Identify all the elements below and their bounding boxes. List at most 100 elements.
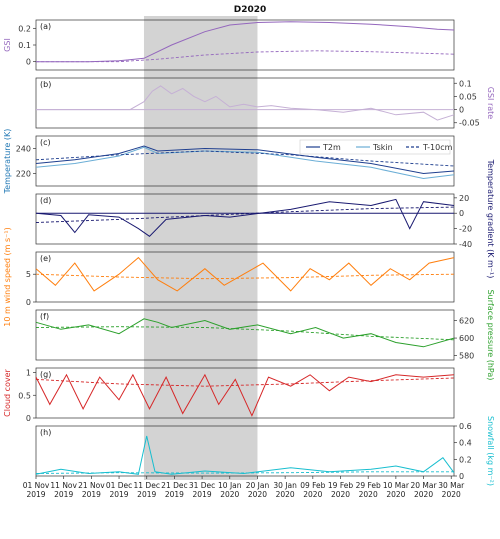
- x-tick-label-date: 30 Mar: [438, 481, 465, 490]
- x-tick-label-date: 11 Nov: [50, 481, 77, 490]
- panel-label: (c): [40, 138, 51, 147]
- series-line-dashed-1: [35, 326, 455, 341]
- x-tick-label-date: 01 Nov: [23, 481, 50, 490]
- x-tick-label-date: 21 Dec: [161, 481, 187, 490]
- y-tick-label: 0: [459, 472, 464, 481]
- series-line-solid-0: [35, 373, 455, 417]
- series-line-dashed-1: [36, 50, 455, 63]
- x-tick-label-year: 2020: [359, 490, 378, 499]
- x-tick-label-year: 2019: [26, 490, 45, 499]
- panel-g: (g) 0 0.5 1 Cloud cover: [3, 367, 455, 423]
- series-line-t-10cm: [35, 150, 455, 167]
- series-line-dashed-1: [35, 471, 454, 474]
- figure-title: D2020: [234, 5, 267, 15]
- x-tick-label-date: 09 Feb: [300, 481, 325, 490]
- panel-label: (a): [40, 22, 51, 31]
- panel-label: (d): [40, 196, 51, 205]
- y-axis-label: Temperature gradient (K m⁻¹): [486, 159, 495, 279]
- y-tick-label: 0.4: [459, 439, 472, 448]
- panel-frame: [35, 309, 455, 361]
- panel-label: (f): [40, 312, 49, 321]
- x-tick-label-date: 11 Dec: [134, 481, 160, 490]
- series-line-solid-0: [35, 198, 455, 237]
- x-tick-label-year: 2020: [331, 490, 350, 499]
- panel-frame: [35, 135, 455, 187]
- y-tick-label: 0.6: [459, 422, 472, 431]
- legend-label: T2m: [322, 143, 341, 152]
- x-tick-label-year: 2020: [276, 490, 295, 499]
- panel-e: (e) 0 5 10 m wind speed (m s⁻¹): [3, 227, 455, 327]
- y-tick-label: 580: [459, 352, 474, 361]
- y-tick-label: 600: [459, 334, 474, 343]
- series-line-solid-0: [36, 85, 455, 121]
- panel-b: (b) -0.05 0 0.05 0.1 GSI rate: [35, 77, 495, 129]
- y-axis-label: 10 m wind speed (m s⁻¹): [3, 227, 12, 326]
- y-tick-label: -40: [459, 240, 472, 249]
- y-tick-label: 1: [26, 369, 31, 378]
- x-tick-label-date: 31 Dec: [189, 481, 215, 490]
- legend: T2m Tskin T-10cm: [299, 139, 453, 155]
- y-tick-label: 620: [459, 317, 474, 326]
- legend-label: Tskin: [372, 143, 393, 152]
- panel-h: (h) 0 0.2 0.4 0.6 Snowfall (kg m⁻²): [35, 416, 495, 486]
- x-tick-label-date: 30 Jan: [273, 481, 297, 490]
- y-tick-label: 0: [26, 298, 31, 307]
- y-tick-label: -20: [459, 225, 472, 234]
- y-tick-label: 0.1: [459, 79, 472, 88]
- panel-f: (f) 580 600 620 Surface pressure (hPa): [35, 290, 495, 381]
- x-tick-label-date: 10 Jan: [218, 481, 242, 490]
- x-tick-label-date: 29 Feb: [356, 481, 381, 490]
- panel-label: (g): [40, 370, 51, 379]
- y-tick-label: 20: [459, 194, 469, 203]
- x-tick-label-year: 2020: [386, 490, 405, 499]
- series-line-t2m: [35, 145, 455, 175]
- y-tick-label: 0.5: [18, 391, 31, 400]
- x-tick-label-date: 01 Dec: [106, 481, 132, 490]
- y-axis-label: Surface pressure (hPa): [486, 290, 495, 381]
- x-tick-label-year: 2019: [109, 490, 128, 499]
- y-tick-label: 240: [16, 145, 31, 154]
- panel-label: (e): [40, 254, 51, 263]
- panels-layer: (a) 0 0.1 0.2 GSI (b) -0.05 0 0.05 0.1 GSI rate (c)…: [3, 19, 495, 486]
- y-tick-label: 0: [26, 58, 31, 67]
- y-axis-label: Cloud cover: [3, 368, 12, 416]
- y-tick-label: 0: [26, 414, 31, 423]
- x-tick-label-year: 2019: [193, 490, 212, 499]
- x-tick-label-date: 21 Nov: [78, 481, 105, 490]
- x-tick-label-year: 2020: [248, 490, 267, 499]
- series-line-dashed-1: [35, 377, 455, 387]
- x-tick-label-year: 2019: [165, 490, 184, 499]
- panel-label: (b): [40, 80, 51, 89]
- series-line-solid-0: [35, 256, 455, 292]
- panel-frame: [35, 425, 455, 477]
- y-tick-label: 220: [16, 170, 31, 179]
- y-axis-label: GSI: [3, 38, 12, 52]
- panel-c: (c) 220 240 Temperature (K) T2m Tskin T-10cm: [3, 129, 455, 195]
- y-axis-label: GSI rate: [486, 87, 495, 120]
- x-tick-label-date: 20 Jan: [246, 481, 270, 490]
- shaded-period: [143, 16, 258, 480]
- panel-a: (a) 0 0.1 0.2 GSI: [3, 19, 455, 71]
- x-tick-label-date: 10 Mar: [383, 481, 410, 490]
- y-tick-label: 0: [459, 106, 464, 115]
- x-tick-label-year: 2020: [303, 490, 322, 499]
- y-tick-label: 0.1: [18, 41, 31, 50]
- legend-label: T-10cm: [422, 143, 453, 152]
- y-tick-label: 5: [26, 270, 31, 279]
- x-tick-label-date: 19 Feb: [328, 481, 353, 490]
- series-line-solid-0: [36, 21, 455, 63]
- x-tick-label-year: 2020: [414, 490, 433, 499]
- panel-label: (h): [40, 428, 51, 437]
- x-tick-label-year: 2019: [54, 490, 73, 499]
- series-line-dashed-1: [35, 273, 455, 280]
- y-tick-label: 0.2: [459, 455, 472, 464]
- x-tick-label-year: 2020: [220, 490, 239, 499]
- y-tick-label: -0.05: [459, 119, 480, 128]
- y-tick-label: 0.05: [459, 92, 477, 101]
- y-tick-label: 0: [459, 209, 464, 218]
- panel-d: (d) -40 -20 0 20 Temperature gradient (K m⁻¹): [35, 159, 495, 279]
- x-tick-label-date: 20 Mar: [411, 481, 438, 490]
- y-axis-label: Temperature (K): [3, 129, 12, 195]
